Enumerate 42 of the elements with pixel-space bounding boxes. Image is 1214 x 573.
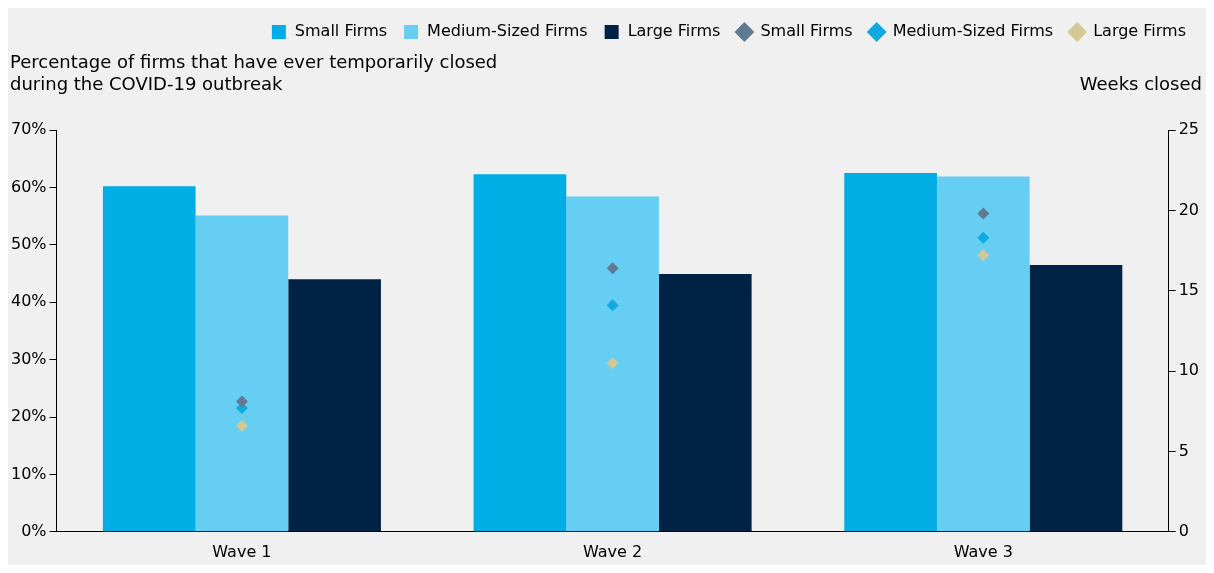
bar (936, 176, 1030, 532)
point (606, 262, 619, 275)
legend-label: Medium-Sized Firms (427, 21, 588, 41)
y2-axis-title: Weeks closed (1079, 73, 1202, 94)
legend-label: Medium-Sized Firms (892, 21, 1054, 41)
point (606, 299, 619, 312)
legend-label: Small Firms (294, 21, 388, 41)
legend-label: Large Firms (1093, 21, 1187, 41)
y-tick-label: 20% (11, 406, 47, 426)
point (977, 207, 990, 220)
legend-label: Small Firms (760, 21, 853, 41)
y2-tick-label: 5 (1178, 440, 1189, 460)
point (235, 419, 248, 432)
bar (566, 196, 659, 532)
bar (288, 279, 381, 532)
y2-tick-label: 25 (1178, 119, 1199, 139)
y-tick-label: 0% (21, 520, 47, 540)
x-tick-label: Wave 1 (212, 541, 272, 561)
y-tick-label: 70% (11, 119, 47, 139)
y2-tick-label: 20 (1178, 199, 1199, 219)
y-tick-label: 50% (11, 233, 47, 253)
y-tick-label: 10% (11, 463, 47, 483)
bar (1029, 264, 1123, 532)
y-axis-title: Percentage of firms that have ever temporarily closed during the COVID-19 outbreak (10, 51, 498, 94)
point (977, 249, 990, 262)
bar (195, 215, 289, 532)
y2-tick-label: 0 (1178, 520, 1189, 540)
bar (102, 186, 196, 532)
legend-label: Large Firms (627, 21, 721, 41)
point (977, 231, 990, 244)
x-tick-label: Wave 3 (953, 541, 1013, 561)
y-tick-label: 60% (11, 176, 47, 196)
x-tick-label: Wave 2 (583, 541, 643, 561)
y2-tick-label: 10 (1178, 360, 1199, 380)
y2-tick-label: 15 (1178, 279, 1199, 299)
y-tick-label: 40% (11, 291, 47, 311)
point (606, 357, 619, 370)
bar (658, 274, 752, 532)
bar (473, 174, 567, 532)
bar (844, 173, 937, 532)
y-tick-label: 30% (11, 348, 47, 368)
point (235, 395, 248, 408)
